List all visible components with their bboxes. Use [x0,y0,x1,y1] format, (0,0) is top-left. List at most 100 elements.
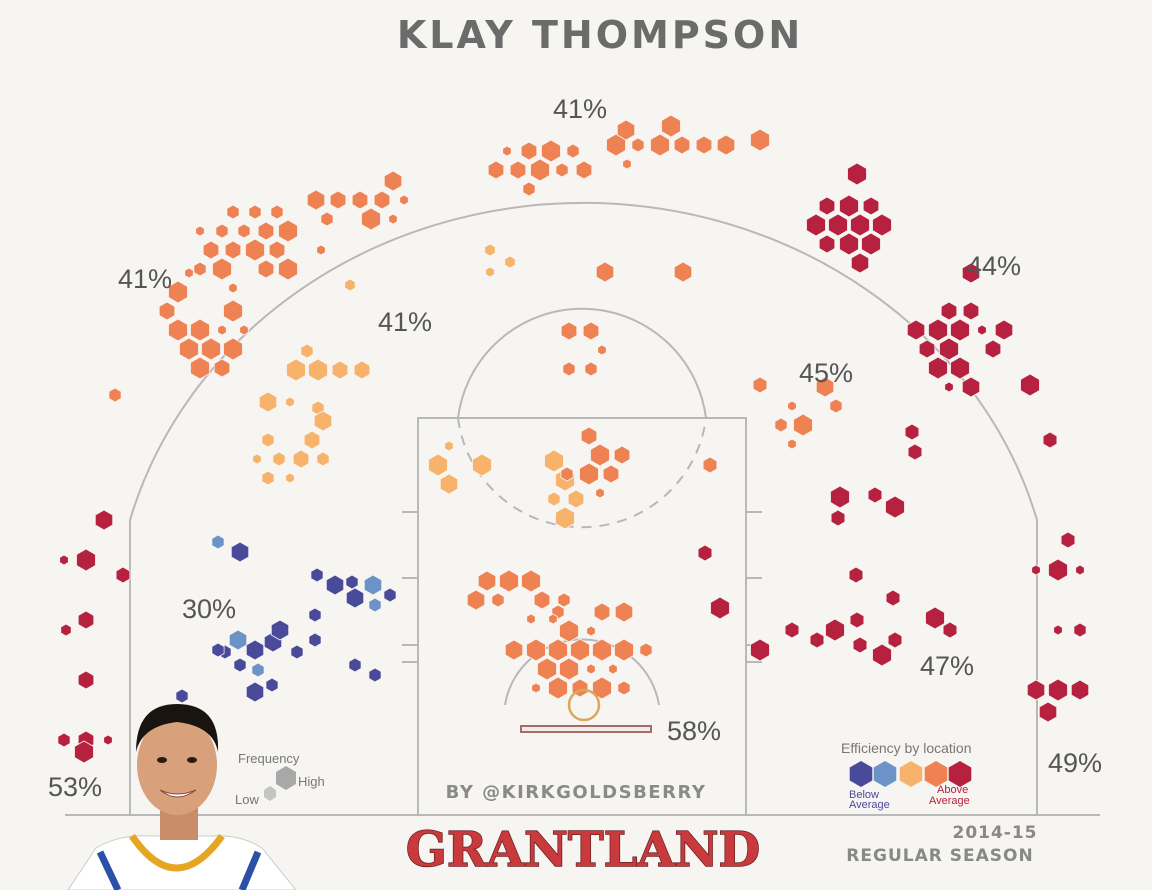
zone-label-restricted: 58% [667,716,721,746]
hexbin [195,225,205,237]
hexbin [175,688,189,704]
season-type: REGULAR SEASON [846,846,1033,866]
hexbin [940,301,958,321]
hexbin [784,621,800,639]
legend-above-line1: Above [937,784,968,796]
efficiency-swatch-1 [873,761,897,787]
hexbin [76,548,96,572]
hexbin [560,466,574,482]
hexbin [509,160,527,180]
hexbin [428,453,448,477]
hexbin [570,638,590,662]
hexbin [261,470,275,486]
backboard [520,725,652,733]
hexbin [223,337,243,361]
hexbin [439,473,459,495]
hexbin [994,319,1014,341]
hexbin [226,204,240,220]
hexbin [103,734,113,746]
hexbin [526,613,536,625]
hexbin [399,194,409,206]
hexbin [353,360,371,380]
hexbin [907,443,923,461]
hexbin [303,430,321,450]
hexbin [597,344,607,356]
frequency-legend-high: High [298,774,325,789]
hexbin [1073,622,1087,638]
zone-label-left-corner: 53% [48,772,102,802]
hexbin [168,318,188,342]
hexbin [839,232,859,256]
hexbin [562,361,576,377]
hexbin [818,234,836,254]
hexbin [825,618,845,642]
frequency-legend-title: Frequency [238,751,300,766]
legend-below-line1: Below [849,789,879,801]
hexbin [531,682,541,694]
hexbin [904,423,920,441]
hexbin [521,569,541,593]
hexbin [190,356,210,380]
hexbin [472,453,492,477]
efficiency-swatches [849,761,972,787]
hexbin [848,566,864,584]
hexbin [57,732,71,748]
hexbin [487,160,505,180]
hexbin [224,240,242,260]
hexbin [215,223,229,239]
hexbin [308,607,322,623]
hexbin [285,472,295,484]
frequency-legend: Frequency High Low [235,751,325,807]
hexbin [223,299,243,323]
hexbin [286,358,306,382]
hexbin [345,587,365,609]
hexbin [313,410,333,432]
zone-label-left-elbow: 41% [378,307,432,337]
hexbin [520,141,538,161]
hexbin [750,638,770,662]
hexbin [847,162,867,186]
hexbin [60,623,72,637]
hexbin [258,391,278,413]
hexbin [217,324,227,336]
zone-label-top: 41% [553,94,607,124]
hexbin [608,663,618,675]
hexbin [484,243,496,257]
hexbin [818,196,836,216]
hexbin [361,207,381,231]
hexbin [331,360,349,380]
hexbin [830,509,846,527]
paint [417,417,747,816]
hexbin [329,190,347,210]
hexbin [593,602,611,622]
hexbin [522,181,536,197]
hexbin [228,629,248,651]
hexbin [918,339,936,359]
hexbin [673,135,691,155]
hexbin [245,681,265,703]
hexbin [184,267,194,279]
hexbin [348,657,362,673]
restricted-arc [504,638,660,706]
hexbin [1042,431,1058,449]
efficiency-legend-title: Efficiency by location [841,740,971,756]
player-photo [67,704,297,890]
hexbin [285,396,295,408]
hexbin [77,670,95,690]
hexbin [567,489,585,509]
zone-label-left-baseline: 30% [182,594,236,624]
hexbin [944,381,954,393]
brand-logo: GRANTLAND [406,822,760,878]
hexbin [639,642,653,658]
hexbin [885,495,905,519]
hexbin [530,158,550,182]
zone-label-right-wing: 44% [967,251,1021,281]
hexbin [716,134,736,156]
hexbin [228,282,238,294]
hexbin [290,644,304,660]
hexbin [942,621,958,639]
hexbin [928,356,948,380]
hexbin [308,358,328,382]
hexbin [548,676,568,700]
